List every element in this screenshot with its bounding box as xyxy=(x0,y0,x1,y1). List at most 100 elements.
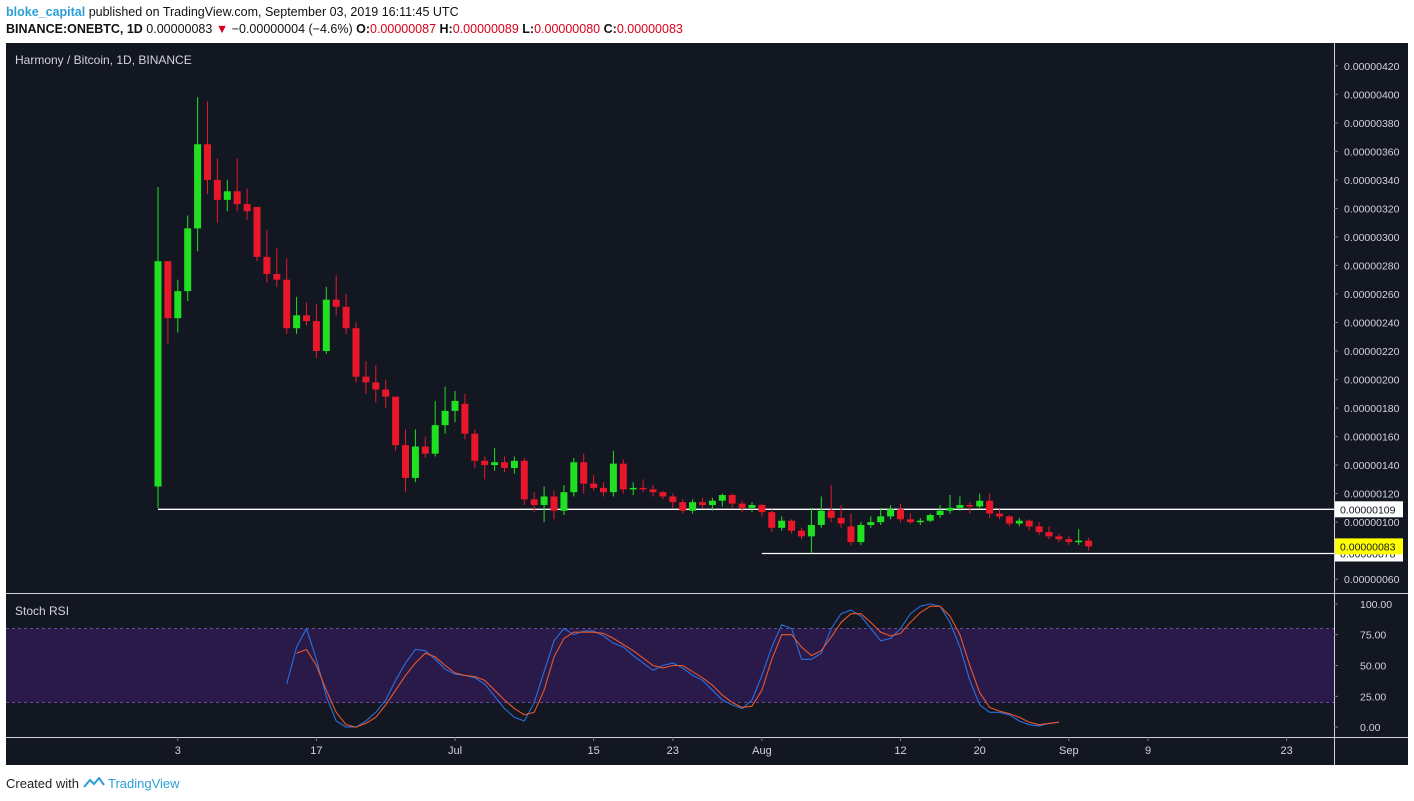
candle-body xyxy=(619,463,627,490)
candle-body xyxy=(966,505,974,507)
candle-body xyxy=(718,495,726,501)
candle-body xyxy=(837,517,845,524)
price-tick-label: 0.00000300 xyxy=(1344,232,1400,244)
candle-body xyxy=(570,462,578,493)
candle-body xyxy=(788,520,796,531)
high-value: 0.00000089 xyxy=(452,22,519,36)
candle-body xyxy=(1085,540,1093,547)
candle-body xyxy=(204,144,211,180)
candle-body xyxy=(164,261,172,319)
candle-body xyxy=(520,460,528,500)
candle-body xyxy=(986,500,994,514)
candle-body xyxy=(857,524,865,543)
time-tick-label: Sep xyxy=(1059,745,1079,757)
candle-body xyxy=(461,403,469,434)
symbol-label: BINANCE:ONEBTC, 1D xyxy=(6,22,143,36)
candle-body xyxy=(312,321,320,352)
down-triangle-icon: ▼ xyxy=(215,22,229,36)
candle-body xyxy=(372,382,380,390)
candle-body xyxy=(1015,520,1023,524)
horizontal-lines[interactable] xyxy=(158,508,1334,555)
candle-body xyxy=(897,509,904,520)
candle-body xyxy=(154,261,162,487)
chart-svg[interactable]: 0.00000420 0.00000400 0.00000380 0.00000360… xyxy=(6,43,1408,765)
candle-body xyxy=(243,204,251,212)
candle-body xyxy=(748,505,756,508)
created-with-text: Created with xyxy=(6,776,79,791)
time-tick-label: 12 xyxy=(894,745,906,757)
price-tick-label: 0.00000120 xyxy=(1344,489,1400,501)
candle-body xyxy=(1035,526,1043,533)
candle-body xyxy=(847,526,855,543)
candle-body xyxy=(184,228,192,292)
candle-body xyxy=(956,505,964,508)
candle-body xyxy=(382,389,390,397)
candle-body xyxy=(263,256,271,275)
candle-body xyxy=(798,530,805,537)
candle-body xyxy=(194,144,202,229)
candle-body xyxy=(699,502,706,506)
candle-body xyxy=(1005,516,1013,524)
author-link[interactable]: bloke_capital xyxy=(6,5,86,19)
candle-body xyxy=(708,500,716,506)
time-tick-label: 23 xyxy=(1280,745,1292,757)
footer: Created with TradingView xyxy=(6,775,180,793)
candle-body xyxy=(540,496,548,506)
candle-body xyxy=(332,299,340,307)
candle-body xyxy=(510,460,518,468)
price-axis[interactable]: 0.00000420 0.00000400 0.00000380 0.00000360… xyxy=(1334,61,1403,734)
candle-body xyxy=(659,492,667,497)
candle-body xyxy=(1045,532,1053,537)
support-price-label: 0.00000109 xyxy=(1340,504,1396,516)
candle-body xyxy=(946,507,954,511)
close-value: 0.00000083 xyxy=(616,22,683,36)
candle-body xyxy=(679,502,687,511)
candle-body xyxy=(352,328,360,377)
candle-body xyxy=(402,445,409,478)
stoch-rsi-k-line xyxy=(286,603,1059,728)
candle-body xyxy=(392,396,400,446)
price-tick-label: 0.00000060 xyxy=(1344,574,1400,586)
candle-body xyxy=(253,206,261,257)
candle-body xyxy=(1055,536,1063,540)
candle-body xyxy=(728,495,736,504)
candle-body xyxy=(629,487,637,490)
pane-frames xyxy=(6,43,1408,765)
candle-body xyxy=(867,522,875,525)
time-tick-label: 23 xyxy=(667,745,679,757)
candle-body xyxy=(362,376,370,383)
time-axis[interactable]: 3 17 Jul 15 23 Aug 12 20 Sep 9 23 xyxy=(175,737,1293,757)
osc-tick-label: 100.00 xyxy=(1360,599,1392,611)
candle-body xyxy=(580,462,588,484)
candle-body xyxy=(649,489,657,493)
publish-header: bloke_capital published on TradingView.c… xyxy=(6,4,1406,40)
price-tick-label: 0.00000280 xyxy=(1344,260,1400,272)
price-tick-label: 0.00000180 xyxy=(1344,403,1400,415)
stoch-rsi-pane xyxy=(6,603,1334,728)
close-label: C: xyxy=(603,22,617,36)
candle-body xyxy=(689,502,697,511)
tradingview-link[interactable]: TradingView xyxy=(108,776,180,791)
open-label: O: xyxy=(356,22,370,36)
last-price-label: 0.00000083 xyxy=(1340,541,1396,553)
low-value: 0.00000080 xyxy=(534,22,601,36)
candles xyxy=(154,97,1093,554)
chart-area[interactable]: 0.00000420 0.00000400 0.00000380 0.00000360… xyxy=(6,43,1408,765)
candle-body xyxy=(926,514,934,521)
candle-body xyxy=(174,291,182,319)
price-tick-label: 0.00000140 xyxy=(1344,460,1400,472)
candle-body xyxy=(491,462,499,466)
candle-body xyxy=(471,433,479,461)
candle-body xyxy=(1025,520,1033,527)
price-tick-label: 0.00000100 xyxy=(1344,517,1400,529)
time-tick-label: 3 xyxy=(175,745,181,757)
price-tick-label: 0.00000160 xyxy=(1344,432,1400,444)
publish-line: bloke_capital published on TradingView.c… xyxy=(6,4,1406,21)
time-tick-label: Jul xyxy=(448,745,462,757)
candle-body xyxy=(996,513,1003,517)
candle-body xyxy=(283,279,291,329)
price-tick-label: 0.00000400 xyxy=(1344,89,1400,101)
price-tick-label: 0.00000380 xyxy=(1344,118,1400,130)
candle-body xyxy=(441,410,449,426)
candle-body xyxy=(976,500,984,507)
